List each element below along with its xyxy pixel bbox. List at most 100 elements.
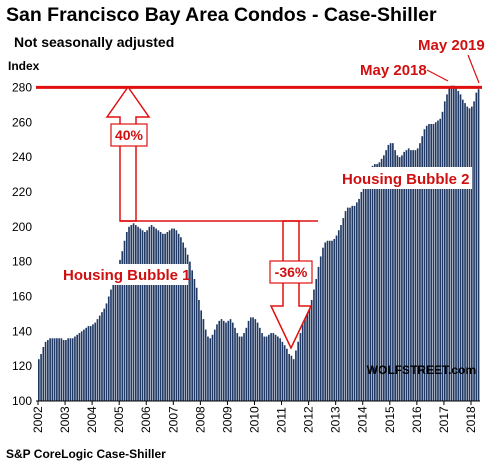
x-tick-label: 2011 [275,407,289,433]
bar [249,317,252,401]
bar [342,218,345,401]
bar [328,240,331,401]
bar [259,327,261,401]
bar [425,125,428,401]
y-tick-label: 280 [12,80,32,94]
bar [171,228,173,401]
bar [71,338,74,401]
bar [362,181,365,401]
bar [243,333,245,401]
bar [477,89,480,401]
bar [398,157,401,401]
bar [198,299,200,401]
bar [216,324,218,401]
y-tick-label: 260 [12,115,32,129]
bar [405,150,408,401]
bar [69,338,72,401]
bar [229,319,232,401]
bar [189,261,191,401]
bar [184,247,187,401]
bar [103,308,106,401]
bar [301,322,304,401]
x-tick-label: 2015 [383,406,397,433]
bar [333,238,336,401]
bar [290,355,293,401]
bar [128,226,130,401]
bar [443,101,446,402]
bar [186,254,189,401]
bar [254,319,257,401]
bar [204,329,207,401]
bar [180,237,182,401]
x-tick-label: 2013 [329,406,343,433]
bar [177,233,180,401]
bar [137,226,139,401]
bar [85,327,88,401]
bar [383,155,385,401]
bar [450,85,453,402]
bar [306,310,309,401]
bar [51,338,54,401]
bar [157,230,160,401]
bar [313,289,315,401]
drop-arrow [269,220,313,350]
bar [132,223,135,401]
bar [475,92,478,402]
bar [286,348,288,401]
x-tick-label: 2018 [464,406,478,433]
bar [123,240,126,401]
y-tick-label: 240 [12,150,32,164]
bar [419,143,421,402]
y-axis-ticks: 100 120 140 160 180 200 220 240 260 280 [12,80,32,408]
x-tick-label: 2008 [193,406,207,433]
bar [168,230,171,401]
bar [220,319,223,401]
x-axis-ticks: 2002 2003 2004 2005 2006 2007 2008 2009 2010 2011… [31,401,478,433]
bubble1-label: Housing Bubble 1 [63,267,191,284]
bar [468,108,471,401]
bar [407,148,410,401]
y-tick-label: 100 [12,394,32,408]
bar [166,232,169,401]
x-tick-label: 2009 [220,406,234,433]
source-note: S&P CoreLogic Case-Shiller [6,447,166,461]
bar [346,207,349,401]
bar [380,158,383,401]
bar [261,333,263,401]
bar [310,299,313,401]
bar [143,232,146,401]
bar [225,322,227,401]
bar [297,341,299,401]
bar [322,247,324,401]
y-tick-label: 160 [12,289,32,303]
bar [222,320,225,401]
bar [457,90,460,401]
bar [164,233,166,401]
bar [193,279,196,401]
bar [60,338,63,401]
bar [146,230,148,401]
bar [268,334,270,401]
y-tick-label: 120 [12,359,32,373]
bar [65,340,67,401]
bar [360,191,363,401]
bar [101,312,103,401]
bar [304,313,306,401]
bar [434,122,437,401]
bar [281,341,284,401]
x-tick-label: 2007 [166,406,180,433]
bar [195,287,198,401]
bar [227,320,230,401]
bar [470,106,473,401]
bar [53,338,56,401]
bar [202,319,205,401]
bar [62,340,65,401]
bar [38,359,40,401]
may2018-label: May 2018 [360,62,427,79]
bar [58,338,60,401]
bar [256,322,259,401]
x-tick-label: 2012 [302,406,316,433]
y-axis-title: Index [8,59,40,73]
may2019-label: May 2019 [418,37,485,54]
